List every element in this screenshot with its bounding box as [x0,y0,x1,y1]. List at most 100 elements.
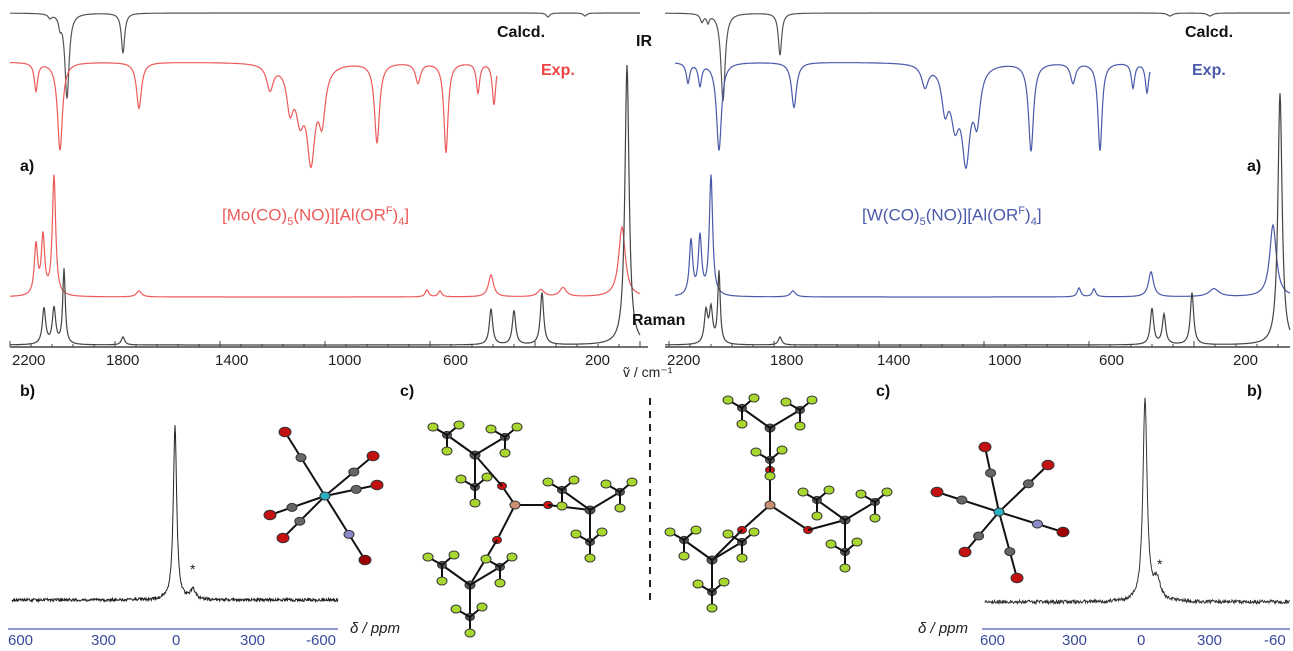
carbon-atom [1032,520,1042,528]
fluorine-atom [451,605,461,613]
fluorine-atom [454,421,464,429]
fluorine-atom [798,488,808,496]
bond [999,512,1017,578]
fluorine-atom [615,504,625,512]
wavenumber-axis-label: ṽ / cm⁻¹ [623,364,672,381]
fluorine-atom [807,396,817,404]
bond [937,492,999,512]
fluorine-atom [481,555,491,563]
right-panel-a-label: a) [1247,158,1261,176]
left-panel-b-label: b) [20,383,35,401]
fluorine-atom [482,473,492,481]
fluorine-atom [679,552,689,560]
left-tick-1800: 1800 [106,352,139,369]
right-nmr-curve [985,398,1290,604]
oxygen-atom [931,487,943,497]
left-calcd-label: Calcd. [497,24,545,42]
left-calcd-ir-curve [10,13,640,99]
fluorine-atom [486,425,496,433]
fluorine-atom [585,554,595,562]
fluorine-atom [571,530,581,538]
right-ppm-tick-300b: 300 [1197,632,1222,649]
fluorine-atom [627,478,637,486]
left-ppm-tick-300b: 300 [240,632,265,649]
left-aluminum-atom [510,501,520,509]
carbon-atom [1005,548,1015,556]
left-tick-1400: 1400 [215,352,248,369]
oxygen-atom [959,547,971,557]
oxygen-atom [277,533,289,543]
fluorine-atom [456,475,466,483]
carbon-atom [349,468,359,476]
left-nmr-curve [12,425,338,601]
oxygen-atom [1042,460,1054,470]
bond [999,465,1048,512]
bond [285,432,325,496]
right-tick-1400: 1400 [877,352,910,369]
bond [742,505,770,530]
bond [808,520,845,530]
left-ppm-label: δ / ppm [350,620,400,637]
right-aluminum-atom [765,501,775,509]
carbon-atom [351,485,361,493]
right-exp-label: Exp. [1192,62,1226,80]
carbon-atom [296,454,306,462]
left-nmr-star: * [190,561,195,577]
fluorine-atom [737,554,747,562]
fluorine-atom [824,486,834,494]
fluorine-atom [477,603,487,611]
carbon-atom [287,503,297,511]
right-ppm-tick-neg60: -60 [1264,632,1286,649]
left-metal-atom [320,492,330,500]
right-panel-b-label: b) [1247,383,1262,401]
fluorine-atom [665,528,675,536]
left-formula: [Mo(CO)5(NO)][Al(ORF)4] [222,205,409,228]
bond [475,455,502,486]
bond [965,512,999,552]
fluorine-atom [465,629,475,637]
fluorine-atom [557,502,567,510]
left-exp-label: Exp. [541,62,575,80]
left-tick-600: 600 [443,352,468,369]
oxygen-atom [359,555,371,565]
fluorine-atom [777,446,787,454]
carbon-atom [957,496,967,504]
left-tick-2200: 2200 [12,352,45,369]
oxygen-atom [1011,573,1023,583]
right-exp-ir-curve [675,63,1150,169]
right-formula: [W(CO)5(NO)][Al(ORF)4] [862,205,1042,228]
right-calcd-label: Calcd. [1185,24,1233,42]
fluorine-atom [840,564,850,572]
bond [325,496,365,560]
left-tick-200: 200 [585,352,610,369]
fluorine-atom [597,528,607,536]
bond [985,447,999,512]
oxygen-atom [979,442,991,452]
right-tick-600: 600 [1099,352,1124,369]
fluorine-atom [423,553,433,561]
right-nmr-star: * [1157,556,1162,572]
fluorine-atom [812,512,822,520]
fluorine-atom [512,423,522,431]
fluorine-atom [707,604,717,612]
oxygen-atom [279,427,291,437]
fluorine-atom [723,396,733,404]
right-tick-200: 200 [1233,352,1258,369]
left-panel-c-label: c) [400,383,414,401]
fluorine-atom [470,499,480,507]
carbon-atom [974,532,984,540]
oxygen-atom [264,510,276,520]
fluorine-atom [719,578,729,586]
bond [999,512,1063,532]
right-ppm-tick-600: 600 [980,632,1005,649]
oxygen-atom [1057,527,1069,537]
fluorine-atom [495,579,505,587]
fluorine-atom [500,449,510,457]
carbon-atom [986,469,996,477]
carbon-atom [295,517,305,525]
right-exp-raman-curve [675,175,1290,297]
fluorine-atom [442,447,452,455]
fluorine-atom [749,394,759,402]
fluorine-atom [507,553,517,561]
fluorine-atom [852,538,862,546]
